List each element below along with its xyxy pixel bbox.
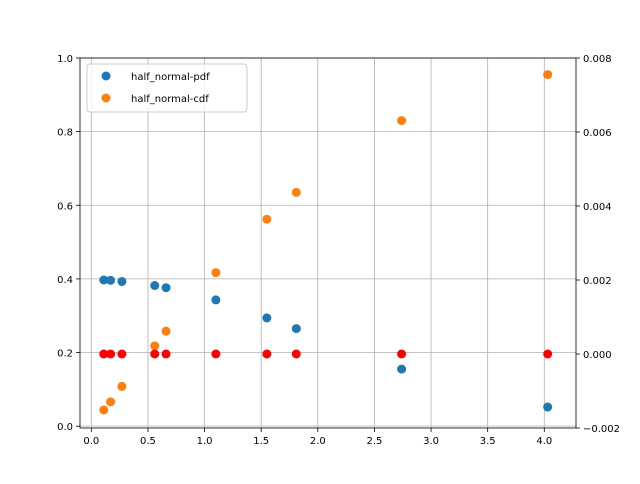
legend-marker-pdf	[101, 71, 111, 81]
axes: 0.0 0.5 1.0 1.5 2.0 2.5 3.0 3.5 4.0 0.0 0.2 0.4 0.6 0…	[57, 54, 620, 447]
legend-label-cdf: half_normal-cdf	[131, 94, 209, 105]
data-point-series-1	[262, 214, 272, 224]
data-point-series-1	[117, 381, 127, 391]
data-point-series-1	[543, 70, 553, 80]
y2-tick-label: 0.008	[583, 54, 612, 65]
data-point-series-1	[397, 116, 407, 126]
y-tick-label: 0.8	[57, 128, 73, 139]
data-point-series-0	[397, 364, 407, 374]
x-tick-label: 2.5	[366, 436, 382, 447]
legend-frame	[86, 63, 248, 113]
y2-tick-label: 0.006	[583, 128, 612, 139]
y-tick-label: 0.4	[57, 275, 73, 286]
data-point-series-1	[291, 187, 301, 197]
data-point-series-0	[117, 276, 127, 286]
data-point-series-1	[161, 326, 171, 336]
x-tick-label: 0.0	[83, 436, 99, 447]
data-point-series-1	[150, 341, 160, 351]
data-point-series-1	[211, 268, 221, 278]
data-point-series-1	[106, 397, 116, 407]
data-point-series-0	[161, 283, 171, 293]
legend-label-pdf: half_normal-pdf	[131, 72, 210, 83]
data-point-series-2	[543, 349, 553, 359]
y2-tick-label: 0.004	[583, 202, 612, 213]
data-point-series-2	[161, 349, 171, 359]
data-point-series-1	[99, 405, 109, 415]
data-point-series-0	[291, 324, 301, 334]
data-point-series-2	[397, 349, 407, 359]
y2-tick-label: −0.002	[583, 424, 620, 435]
x-tick-label: 1.5	[253, 436, 269, 447]
plot-frame	[79, 57, 577, 429]
data-point-series-0	[150, 281, 160, 291]
data-point-series-0	[211, 295, 221, 305]
x-tick-label: 1.0	[197, 436, 213, 447]
data-point-series-2	[211, 349, 221, 359]
y2-tick-label: 0.002	[583, 276, 612, 287]
y-tick-label: 0.2	[57, 349, 73, 360]
data-point-series-0	[106, 275, 116, 285]
data-point-series-0	[262, 313, 272, 323]
y2-tick-label: 0.000	[583, 350, 612, 361]
data-point-series-2	[150, 349, 160, 359]
data-point-series-0	[543, 402, 553, 412]
data-point-series-2	[117, 349, 127, 359]
data-point-series-2	[262, 349, 272, 359]
legend: half_normal-pdf half_normal-cdf	[86, 63, 248, 113]
data-points	[99, 70, 553, 415]
x-tick-label: 0.5	[140, 436, 156, 447]
x-tick-label: 3.0	[423, 436, 439, 447]
data-point-series-2	[99, 349, 109, 359]
data-point-series-0	[99, 275, 109, 285]
x-tick-label: 2.0	[310, 436, 326, 447]
y-tick-label: 0.6	[57, 201, 73, 212]
legend-marker-cdf	[101, 93, 111, 103]
y-tick-label: 0.0	[57, 422, 73, 433]
data-point-series-2	[106, 349, 116, 359]
data-point-series-2	[291, 349, 301, 359]
x-tick-label: 4.0	[536, 436, 552, 447]
y-tick-label: 1.0	[57, 54, 73, 65]
x-tick-label: 3.5	[480, 436, 496, 447]
